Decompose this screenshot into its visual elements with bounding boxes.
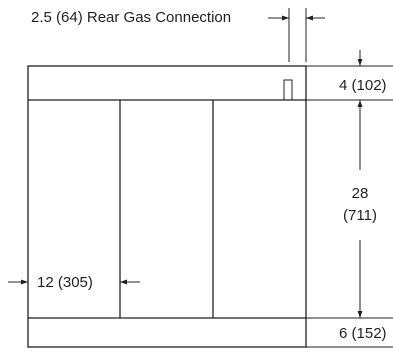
cabinet-outline	[27, 65, 307, 348]
bottom-band-label: 6 (152)	[339, 325, 387, 342]
bay-width-label: 12 (305)	[37, 274, 93, 291]
gas-connection-label: 2.5 (64) Rear Gas Connection	[31, 9, 231, 26]
main-height-mm: (711)	[343, 207, 377, 224]
top-band-label: 4 (102)	[339, 77, 387, 94]
gas-connection-stub	[283, 79, 293, 101]
main-height-inches: 28	[352, 185, 369, 202]
